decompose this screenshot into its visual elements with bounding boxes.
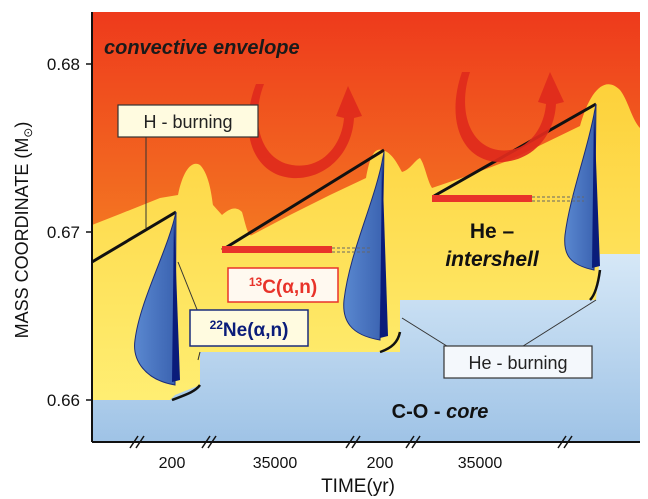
he-intershell-label-2: intershell — [445, 248, 540, 271]
y-axis-ticks — [86, 63, 92, 401]
convection-arrow-1 — [248, 84, 362, 179]
he-intershell-label-1: He – — [470, 220, 515, 243]
h-burning-label-box: H - burning — [117, 104, 259, 138]
convection-arrows — [248, 72, 564, 179]
x-tick-label-3: 35000 — [458, 455, 503, 472]
y-axis-title: MASS COORDINATE (M⊙) — [12, 122, 35, 339]
co-core-label-part2: core — [446, 401, 488, 423]
convection-arrow-2 — [455, 72, 564, 163]
ne22-label-box: 22Ne(α,n) — [189, 309, 309, 347]
convective-envelope-label: convective envelope — [104, 37, 300, 59]
c13-pockets — [222, 195, 584, 253]
co-core-region — [92, 254, 640, 442]
thermal-pulse-3-core — [592, 108, 600, 268]
leader-lines — [145, 135, 597, 361]
x-tick-label-1: 35000 — [253, 455, 298, 472]
c13-label-box: 13C(α,n) — [227, 267, 339, 303]
thermal-pulse-2 — [343, 151, 385, 341]
axis-break-marks — [129, 435, 573, 449]
y-axis-title-main: MASS COORDINATE (M — [12, 138, 32, 339]
c13-label: 13C(α,n) — [249, 275, 317, 298]
ne22-label: 22Ne(α,n) — [210, 318, 289, 341]
co-core-label: C-O - core — [392, 401, 489, 423]
ne22-label-sup: 22 — [210, 318, 224, 332]
thermal-pulse-3 — [564, 103, 597, 271]
x-tick-label-0: 200 — [159, 455, 186, 472]
h-burning-label: H - burning — [143, 112, 232, 132]
y-tick-label-1: 0.67 — [47, 223, 80, 242]
c13-label-main: C(α,n) — [262, 277, 317, 298]
he-burning-label: He - burning — [468, 353, 567, 373]
co-core-label-part1: C-O - — [392, 401, 446, 423]
ne22-label-main: Ne(α,n) — [223, 320, 289, 341]
pulse-shapes — [134, 103, 600, 386]
he-burning-label-box: He - burning — [443, 345, 593, 379]
he-burning-shell-lines — [171, 269, 602, 402]
x-axis-title: TIME(yr) — [321, 476, 395, 497]
c13-label-sup: 13 — [249, 275, 263, 289]
y-axis-title-close: ) — [12, 122, 32, 128]
thermal-pulse-2-core — [380, 155, 388, 338]
y-tick-label-2: 0.66 — [47, 391, 80, 410]
y-axis-title-sub: ⊙ — [21, 128, 35, 138]
x-tick-label-2: 200 — [367, 455, 394, 472]
thermal-pulse-1 — [134, 211, 177, 386]
y-tick-label-0: 0.68 — [47, 55, 80, 74]
thermal-pulse-1-core — [172, 215, 180, 382]
